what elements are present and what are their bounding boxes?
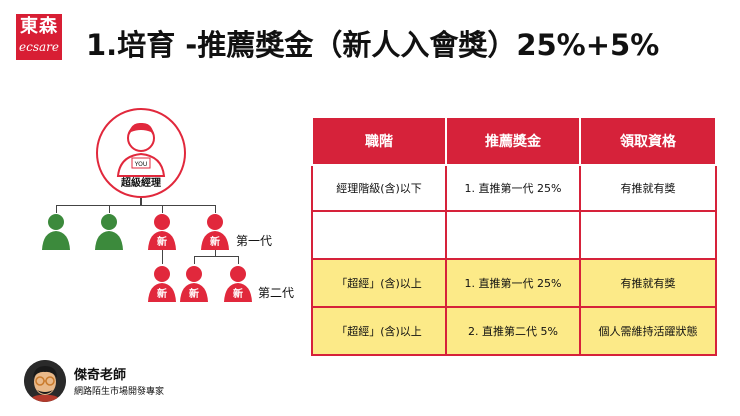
cell-bonus: 1. 直推第一代 25% — [445, 258, 581, 308]
org-tree: YOU 超級經理 新 新 第一代 — [0, 0, 300, 320]
connector-line — [140, 198, 142, 206]
cell-rank — [311, 210, 447, 260]
new-tag: 新 — [233, 289, 243, 300]
bonus-table: 職階 推薦獎金 領取資格 經理階級(含)以下 1. 直推第一代 25% 有推就有… — [311, 116, 717, 356]
you-circle: YOU 超級經理 — [96, 108, 186, 198]
connector-line — [56, 205, 57, 213]
logo-cn-text: 東森 — [20, 16, 58, 37]
presenter-name: 傑奇老師 — [74, 368, 127, 383]
cell-qualification: 個人需維持活躍狀態 — [579, 306, 717, 356]
presenter-title: 網路陌生市場開發專家 — [74, 387, 165, 397]
person-icon — [224, 266, 252, 302]
cell-rank: 「超經」(含)以上 — [311, 258, 447, 308]
cell-bonus: 1. 直推第一代 25% — [445, 164, 581, 212]
person-icon — [148, 266, 176, 302]
gen1-label: 第一代 — [236, 234, 273, 248]
table-row: 「超經」(含)以上 2. 直推第二代 5% 個人需維持活躍狀態 — [311, 306, 717, 356]
cell-bonus — [445, 210, 581, 260]
table-row: 經理階級(含)以下 1. 直推第一代 25% 有推就有獎 — [311, 164, 717, 212]
cell-qualification — [579, 210, 717, 260]
gen1-member-new: 新 — [199, 212, 231, 250]
header-qualification: 領取資格 — [579, 116, 717, 166]
person-icon — [148, 214, 176, 250]
connector-line — [194, 256, 195, 264]
presenter-avatar — [24, 360, 66, 402]
connector-line — [238, 256, 239, 264]
connector-line — [109, 205, 110, 213]
header-rank: 職階 — [311, 116, 447, 166]
table-row — [311, 210, 717, 260]
you-badge-text: YOU — [134, 161, 147, 168]
table-header-row: 職階 推薦獎金 領取資格 — [311, 116, 717, 166]
connector-line — [162, 250, 163, 264]
connector-line — [56, 205, 216, 206]
header-bonus: 推薦獎金 — [445, 116, 581, 166]
connector-line — [194, 256, 238, 257]
presenter-face-icon — [24, 360, 66, 402]
gen1-member-green — [93, 212, 125, 250]
gen1-member-green — [40, 212, 72, 250]
you-person-icon: YOU — [116, 122, 166, 177]
cell-bonus: 2. 直推第二代 5% — [445, 306, 581, 356]
logo-en-text: ecsare — [19, 40, 59, 54]
cell-rank: 「超經」(含)以上 — [311, 306, 447, 356]
gen2-label: 第二代 — [258, 286, 295, 300]
ecsare-logo: 東森 ecsare — [16, 14, 62, 60]
cell-qualification: 有推就有獎 — [579, 164, 717, 212]
gen2-member-new: 新 — [178, 264, 210, 302]
cell-rank: 經理階級(含)以下 — [311, 164, 447, 212]
person-icon — [180, 266, 208, 302]
connector-line — [215, 250, 216, 256]
gen1-member-new: 新 — [146, 212, 178, 250]
table-row: 「超經」(含)以上 1. 直推第一代 25% 有推就有獎 — [311, 258, 717, 308]
connector-line — [162, 205, 163, 213]
gen2-member-new: 新 — [146, 264, 178, 302]
new-tag: 新 — [157, 237, 167, 248]
person-icon — [95, 214, 123, 250]
person-icon — [42, 214, 70, 250]
you-rank-label: 超級經理 — [121, 178, 161, 189]
new-tag: 新 — [189, 289, 199, 300]
connector-line — [215, 205, 216, 213]
person-icon — [201, 214, 229, 250]
new-tag: 新 — [210, 237, 220, 248]
gen2-member-new: 新 — [222, 264, 254, 302]
new-tag: 新 — [157, 289, 167, 300]
cell-qualification: 有推就有獎 — [579, 258, 717, 308]
page-title: 1.培育 -推薦獎金（新人入會獎）25%+5% — [86, 28, 660, 62]
